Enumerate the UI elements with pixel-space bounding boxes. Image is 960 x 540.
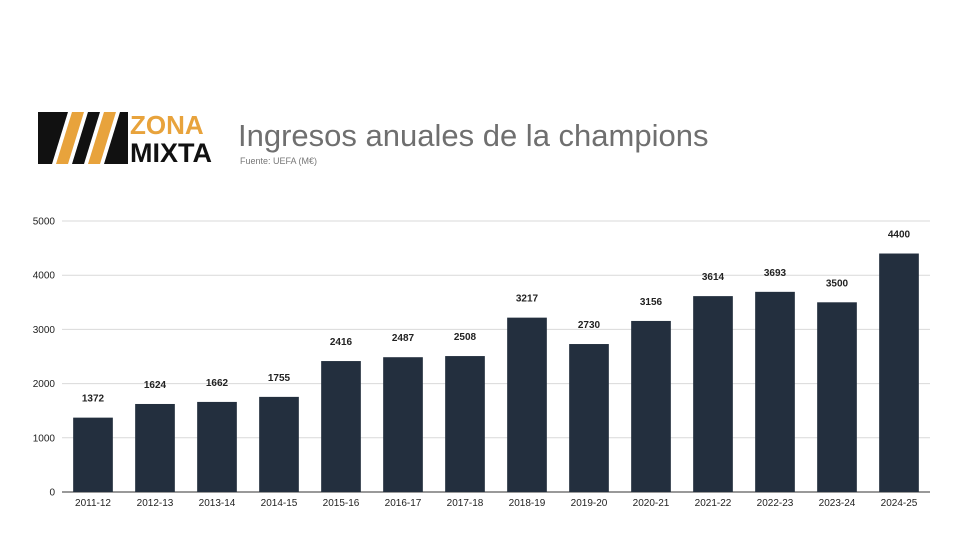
y-tick-label: 1000 [33, 433, 56, 444]
data-label: 3500 [826, 278, 849, 289]
bar [445, 356, 485, 492]
data-labels: 1372 1624 1662 1755 2416 2487 2508 3217 2730 3156… [82, 230, 911, 405]
y-tick-label: 4000 [33, 271, 56, 282]
bar [879, 253, 919, 492]
bar [755, 291, 795, 492]
bars [73, 253, 919, 492]
bar [383, 357, 423, 492]
data-label: 1755 [268, 373, 291, 384]
data-label: 3156 [640, 297, 663, 308]
y-tick-label: 2000 [33, 379, 56, 390]
bar [507, 317, 547, 492]
data-label: 3693 [764, 268, 787, 279]
x-tick-label: 2020-21 [633, 498, 670, 509]
data-label: 2730 [578, 320, 601, 331]
bar [259, 396, 299, 492]
data-label: 2508 [454, 332, 477, 343]
x-tick-label: 2015-16 [323, 498, 360, 509]
data-label: 3614 [702, 272, 725, 283]
x-tick-label: 2022-23 [757, 498, 794, 509]
x-tick-label: 2014-15 [261, 498, 298, 509]
data-label: 1662 [206, 378, 229, 389]
data-label: 2416 [330, 337, 353, 348]
x-tick-label: 2016-17 [385, 498, 422, 509]
bar [73, 417, 113, 492]
bar [631, 320, 671, 492]
logo-word-bottom: MIXTA [130, 138, 212, 166]
bar [321, 361, 361, 492]
x-tick-label: 2024-25 [881, 498, 918, 509]
y-tick-label: 0 [49, 488, 55, 499]
zona-mixta-logo: ZONA MIXTA [38, 110, 212, 166]
grid-lines [62, 220, 930, 493]
bar [135, 403, 175, 492]
x-axis-ticks: 2011-12 2012-13 2013-14 2014-15 2015-16 2016-… [75, 498, 918, 509]
y-tick-label: 3000 [33, 325, 56, 336]
data-label: 1372 [82, 394, 105, 405]
x-tick-label: 2023-24 [819, 498, 856, 509]
data-label: 3217 [516, 294, 539, 305]
page-title: Ingresos anuales de la champions [238, 118, 709, 153]
y-axis-ticks: 0 1000 2000 3000 4000 5000 [33, 217, 56, 499]
data-label: 4400 [888, 230, 911, 241]
data-label: 2487 [392, 333, 415, 344]
data-label: 1624 [144, 380, 167, 391]
bar [693, 296, 733, 492]
x-tick-label: 2018-19 [509, 498, 546, 509]
x-tick-label: 2013-14 [199, 498, 236, 509]
logo-word-top: ZONA [130, 110, 204, 140]
bar [569, 344, 609, 492]
bar [197, 401, 237, 492]
x-tick-label: 2019-20 [571, 498, 608, 509]
page-subtitle: Fuente: UEFA (M€) [240, 156, 318, 166]
x-tick-label: 2011-12 [75, 498, 111, 509]
x-tick-label: 2017-18 [447, 498, 484, 509]
y-tick-label: 5000 [33, 217, 56, 228]
x-tick-label: 2021-22 [695, 498, 732, 509]
bar [817, 302, 857, 492]
x-tick-label: 2012-13 [137, 498, 174, 509]
